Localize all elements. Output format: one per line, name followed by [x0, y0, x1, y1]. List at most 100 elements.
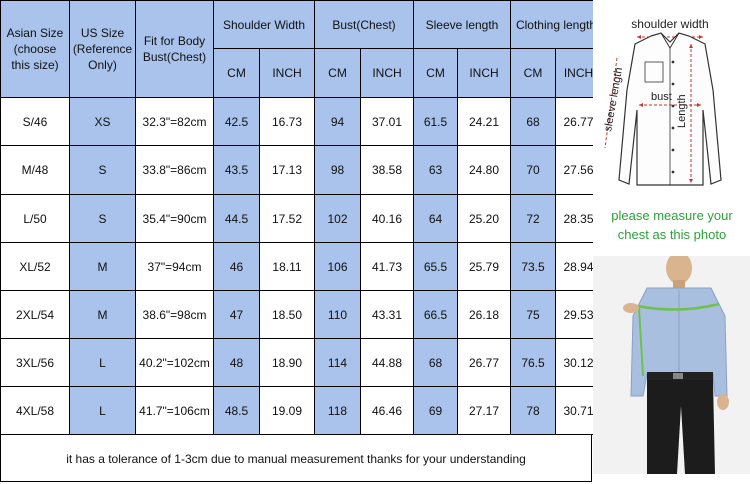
- sleeve-inch-cell: 25.79: [457, 242, 511, 291]
- shoulder-cm-cell: 48: [213, 338, 260, 387]
- sleeve-inch-cell: 27.17: [457, 386, 511, 435]
- shoulder-inch-cell: 18.90: [259, 338, 315, 387]
- shoulder-cm-cell: 48.5: [213, 386, 260, 435]
- unit-cm: CM: [510, 48, 556, 98]
- table-row: 2XL/54 M 38.6"=98cm 47 18.50 110 43.31 66.5 26.1…: [0, 290, 602, 339]
- bust-cm-cell: 98: [314, 145, 361, 195]
- fit-bust-cell: 32.3"=82cm: [135, 97, 214, 146]
- header-clothing-length: Clothing length: [510, 0, 602, 49]
- us-size-cell: M: [69, 290, 136, 339]
- unit-inch: INCH: [457, 48, 511, 98]
- header-bust: Bust(Chest): [314, 0, 414, 49]
- bust-cm-cell: 110: [314, 290, 361, 339]
- bust-inch-cell: 44.88: [360, 338, 414, 387]
- clothing-cm-cell: 72: [510, 194, 556, 243]
- unit-inch: INCH: [360, 48, 414, 98]
- sleeve-inch-cell: 25.20: [457, 194, 511, 243]
- fit-bust-cell: 40.2"=102cm: [135, 338, 214, 387]
- header-us-size: US Size (Reference Only): [69, 0, 136, 98]
- size-chart-table: Asian Size (choose this size) US Size (R…: [0, 0, 602, 435]
- asian-size-cell: L/50: [0, 194, 70, 243]
- asian-size-cell: S/46: [0, 97, 70, 146]
- measure-instruction: please measure your chest as this photo: [611, 208, 733, 242]
- us-size-cell: XS: [69, 97, 136, 146]
- fit-bust-cell: 37"=94cm: [135, 242, 214, 291]
- clothing-cm-cell: 75: [510, 290, 556, 339]
- sleeve-cm-cell: 64: [413, 194, 458, 243]
- bust-inch-cell: 40.16: [360, 194, 414, 243]
- fit-bust-cell: 35.4"=90cm: [135, 194, 214, 243]
- shoulder-inch-cell: 18.50: [259, 290, 315, 339]
- asian-size-cell: M/48: [0, 145, 70, 195]
- shoulder-cm-cell: 47: [213, 290, 260, 339]
- table-row: 4XL/58 L 41.7"=106cm 48.5 19.09 118 46.46 69 27.…: [0, 386, 602, 435]
- unit-cm: CM: [213, 48, 260, 98]
- shirt-diagram-icon: shoulder width bust Length sleeve length: [602, 17, 722, 186]
- shoulder-width-label: shoulder width: [631, 17, 708, 31]
- us-size-cell: L: [69, 386, 136, 435]
- shoulder-inch-cell: 17.52: [259, 194, 315, 243]
- bust-inch-cell: 37.01: [360, 97, 414, 146]
- fit-bust-cell: 41.7"=106cm: [135, 386, 214, 435]
- bust-cm-cell: 102: [314, 194, 361, 243]
- sleeve-cm-cell: 61.5: [413, 97, 458, 146]
- table-row: S/46 XS 32.3"=82cm 42.5 16.73 94 37.01 61.5 24.2…: [0, 97, 602, 146]
- bust-inch-cell: 41.73: [360, 242, 414, 291]
- asian-size-cell: 3XL/56: [0, 338, 70, 387]
- shoulder-cm-cell: 42.5: [213, 97, 260, 146]
- us-size-cell: S: [69, 194, 136, 243]
- table-row: XL/52 M 37"=94cm 46 18.11 106 41.73 65.5 25.79 73…: [0, 242, 602, 291]
- asian-size-cell: 2XL/54: [0, 290, 70, 339]
- asian-size-cell: XL/52: [0, 242, 70, 291]
- unit-inch: INCH: [259, 48, 315, 98]
- table-row: L/50 S 35.4"=90cm 44.5 17.52 102 40.16 64 25.20 7…: [0, 194, 602, 243]
- asian-size-cell: 4XL/58: [0, 386, 70, 435]
- us-size-cell: S: [69, 145, 136, 195]
- fit-bust-cell: 33.8"=86cm: [135, 145, 214, 195]
- model-photo: [593, 256, 750, 474]
- table-row: 3XL/56 L 40.2"=102cm 48 18.90 114 44.88 68 26.77…: [0, 338, 602, 387]
- header-sleeve-length: Sleeve length: [413, 0, 511, 49]
- bust-cm-cell: 94: [314, 97, 361, 146]
- header-row: Asian Size (choose this size) US Size (R…: [0, 0, 602, 98]
- sleeve-inch-cell: 24.21: [457, 97, 511, 146]
- sleeve-cm-cell: 65.5: [413, 242, 458, 291]
- shoulder-inch-cell: 16.73: [259, 97, 315, 146]
- sleeve-cm-cell: 68: [413, 338, 458, 387]
- bust-inch-cell: 38.58: [360, 145, 414, 195]
- fit-bust-cell: 38.6"=98cm: [135, 290, 214, 339]
- clothing-cm-cell: 70: [510, 145, 556, 195]
- header-asian-size: Asian Size (choose this size): [0, 0, 70, 98]
- sleeve-inch-cell: 26.77: [457, 338, 511, 387]
- clothing-cm-cell: 78: [510, 386, 556, 435]
- header-fit-bust: Fit for Body Bust(Chest): [135, 0, 214, 98]
- clothing-cm-cell: 68: [510, 97, 556, 146]
- us-size-cell: L: [69, 338, 136, 387]
- bust-cm-cell: 106: [314, 242, 361, 291]
- length-label: Length: [676, 94, 688, 128]
- sleeve-cm-cell: 66.5: [413, 290, 458, 339]
- clothing-inch-cell: 28.35: [555, 194, 602, 243]
- bust-cm-cell: 118: [314, 386, 361, 435]
- shoulder-inch-cell: 17.13: [259, 145, 315, 195]
- clothing-cm-cell: 73.5: [510, 242, 556, 291]
- measure-guide-panel: shoulder width bust Length sleeve length…: [593, 0, 750, 484]
- clothing-cm-cell: 76.5: [510, 338, 556, 387]
- sleeve-inch-cell: 26.18: [457, 290, 511, 339]
- bust-inch-cell: 43.31: [360, 290, 414, 339]
- shoulder-cm-cell: 43.5: [213, 145, 260, 195]
- sleeve-cm-cell: 69: [413, 386, 458, 435]
- bust-label: bust: [651, 91, 672, 103]
- unit-cm: CM: [413, 48, 458, 98]
- tolerance-note: it has a tolerance of 1-3cm due to manua…: [66, 452, 526, 466]
- table-row: M/48 S 33.8"=86cm 43.5 17.13 98 38.58 63 24.80 70…: [0, 145, 602, 195]
- shoulder-inch-cell: 18.11: [259, 242, 315, 291]
- header-shoulder-width: Shoulder Width: [213, 0, 315, 49]
- us-size-cell: M: [69, 242, 136, 291]
- sleeve-cm-cell: 63: [413, 145, 458, 195]
- unit-cm: CM: [314, 48, 361, 98]
- bust-cm-cell: 114: [314, 338, 361, 387]
- sleeve-inch-cell: 24.80: [457, 145, 511, 195]
- shoulder-cm-cell: 44.5: [213, 194, 260, 243]
- bust-inch-cell: 46.46: [360, 386, 414, 435]
